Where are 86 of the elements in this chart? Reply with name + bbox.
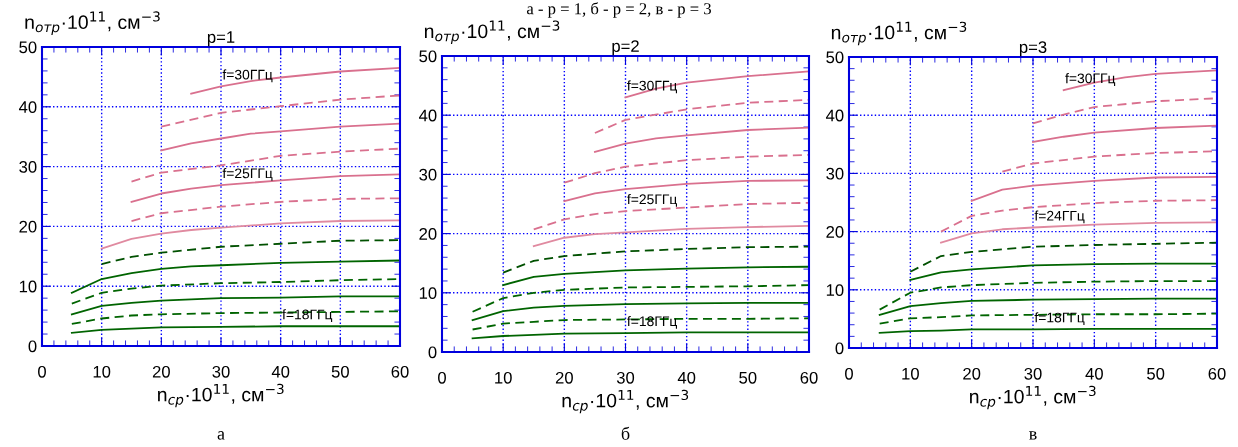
x-tick-label: 10 [93,365,111,378]
y-tick-label: 0 [428,346,437,359]
chart-title: p=3 [1019,41,1047,57]
line-series [624,70,809,99]
annotation: f=25ГГц [627,194,677,207]
text: б [621,426,630,440]
x-tick-label: 0 [438,371,446,384]
x-tick-label: 10 [495,371,512,384]
line-series [190,67,400,95]
x-tick-label: 0 [38,365,46,378]
y-tick-label: 40 [418,109,437,122]
line-series [909,262,1217,281]
y-tick-label: 40 [825,109,844,122]
x-tick-label: 40 [1085,367,1103,380]
line-series [471,284,809,313]
annotation: f=24ГГц [1034,210,1085,224]
line-series [909,241,1217,273]
x-axis-title: n$_{ср}$·10$^{11}$, см$^{−3}$ [158,383,284,408]
line-series [532,224,809,247]
line-series [1032,124,1217,143]
line-series [70,259,400,294]
line-series [970,175,1217,202]
x-tick-label: 10 [902,367,919,380]
y-tick-label: 50 [19,41,37,54]
x-tick-label: 30 [1024,367,1042,380]
x-tick-label: 20 [555,371,573,384]
y-tick-label: 30 [419,168,437,181]
y-tick-label: 10 [419,287,437,299]
text: в [1029,431,1037,440]
x-tick-label: 40 [677,371,696,384]
y-tick-label: 30 [19,161,37,173]
annotation: f=30ГГц [222,69,273,83]
line-series [1062,69,1217,92]
text: а - p = 1, б - p = 2, в - p = 3 [526,2,711,18]
y-tick-label: 0 [835,342,844,355]
y-tick-label: 20 [826,226,844,238]
y-tick-label: 20 [419,228,437,240]
x-tick-label: 20 [152,365,170,378]
x-tick-label: 60 [391,365,409,378]
x-tick-label: 50 [739,371,757,384]
line-series [878,312,1217,325]
x-axis-title: n$_{ср}$·10$^{11}$, см$^{−3}$ [562,389,689,414]
line-series [940,199,1217,233]
line-series [502,245,809,274]
x-tick-label: 30 [616,371,635,384]
x-tick-label: 50 [331,365,349,378]
chart-title: p=1 [207,31,235,47]
annotation: f=30ГГц [1065,73,1116,86]
y-tick-label: 10 [826,284,844,296]
line-series [160,94,400,128]
y-tick-label: 40 [18,101,37,113]
y-tick-label: 0 [28,340,37,353]
y-axis-title: n$_{отр}$·10$^{11}$, см$^{−3}$ [831,21,967,46]
x-tick-label: 60 [800,371,818,384]
annotation: f=18ГГц [1034,312,1085,326]
text: а [217,431,225,440]
line-series [471,317,809,331]
line-series [130,197,400,222]
line-series [878,280,1217,311]
line-series [594,126,809,153]
line-series [940,221,1217,244]
line-series [160,122,400,152]
y-tick-label: 50 [826,51,844,64]
annotation: f=25ГГц [222,168,273,181]
chart-title: p=2 [612,40,639,56]
x-tick-label: 30 [212,365,230,378]
line-series [70,310,400,325]
annotation: f=18ГГц [282,309,333,322]
y-tick-label: 10 [19,280,37,293]
x-tick-label: 20 [963,367,981,380]
y-tick-label: 50 [419,50,437,63]
x-axis-title: n$_{ср}$·10$^{11}$, см$^{−3}$ [970,385,1096,410]
y-tick-label: 30 [826,167,844,180]
y-tick-label: 20 [19,220,37,233]
y-axis-title: n$_{отр}$·10$^{11}$, см$^{−3}$ [25,11,160,35]
x-tick-label: 40 [271,365,290,378]
x-tick-label: 50 [1147,367,1165,380]
x-tick-label: 0 [845,367,853,380]
line-series [100,239,400,265]
x-tick-label: 60 [1208,367,1226,380]
line-series [563,153,809,184]
line-series [100,219,400,250]
line-series [130,147,400,183]
line-series [70,325,400,334]
y-axis-title: n$_{отр}$·10$^{11}$, см$^{−3}$ [424,20,560,44]
line-series [502,265,809,287]
